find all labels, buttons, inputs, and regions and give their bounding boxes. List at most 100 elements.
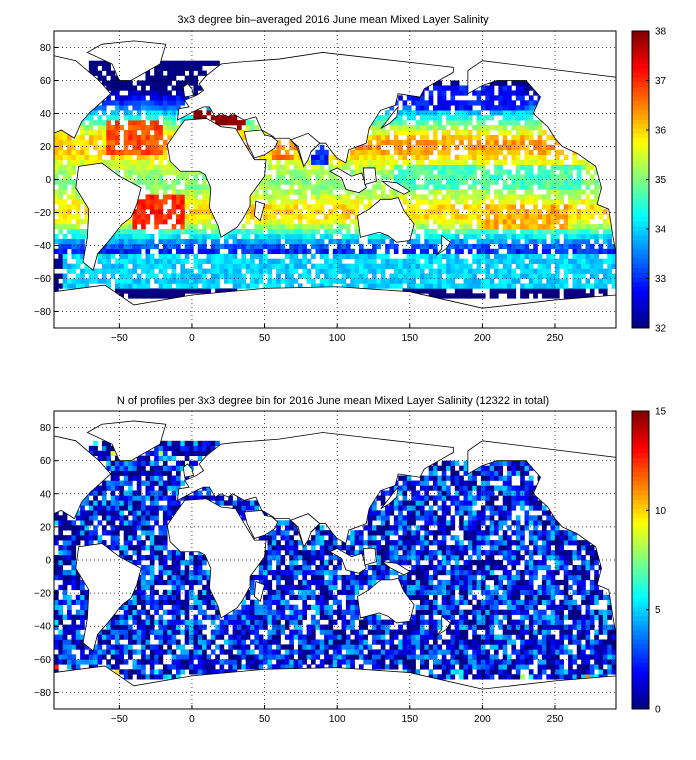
heatmap-cell (197, 495, 203, 501)
heatmap-cell (476, 189, 482, 195)
heatmap-cell (446, 209, 451, 215)
heatmap-cell (289, 189, 294, 195)
heatmap-cell (149, 169, 155, 175)
heatmap-cell (302, 224, 307, 230)
heatmap-cell (58, 550, 64, 556)
heatmap-cell (206, 194, 212, 200)
heatmap-cell (520, 100, 525, 106)
heatmap-cell (210, 619, 216, 625)
heatmap-cell (236, 644, 242, 650)
colorbar-swatch (632, 151, 649, 157)
heatmap-cell (171, 125, 177, 131)
heatmap-cell (528, 164, 534, 170)
heatmap-cell (206, 214, 212, 220)
heatmap-cell (106, 639, 111, 645)
heatmap-cell (594, 233, 599, 240)
heatmap-cell (415, 273, 421, 279)
heatmap-cell (319, 219, 325, 225)
heatmap-cell (123, 550, 129, 556)
heatmap-cell (541, 293, 547, 299)
heatmap-cell (263, 510, 268, 516)
heatmap-cell (154, 65, 159, 71)
heatmap-cell (171, 60, 177, 66)
coastline (380, 105, 399, 129)
heatmap-cell (280, 258, 286, 264)
heatmap-cell (149, 664, 155, 670)
heatmap-cell (537, 288, 543, 294)
heatmap-cell (428, 179, 434, 185)
heatmap-cell (415, 263, 421, 269)
heatmap-cell (258, 253, 264, 259)
heatmap-cell (276, 530, 281, 536)
heatmap-cell (311, 555, 316, 561)
heatmap-cell (97, 253, 103, 259)
heatmap-cell (424, 85, 429, 91)
heatmap-cell (507, 184, 512, 190)
heatmap-cell (141, 520, 146, 526)
heatmap-cell (485, 85, 490, 91)
heatmap-cell (114, 105, 120, 111)
heatmap-cell (520, 204, 525, 210)
heatmap-cell (380, 194, 386, 200)
heatmap-cell (245, 144, 251, 151)
heatmap-cell (228, 634, 233, 640)
heatmap-cell (306, 169, 312, 175)
heatmap-cell (276, 649, 281, 655)
heatmap-cell (88, 515, 94, 521)
heatmap-cell (197, 599, 203, 605)
heatmap-cell (197, 204, 203, 210)
heatmap-cell (337, 159, 342, 165)
heatmap-cell (428, 95, 434, 101)
heatmap-cell (485, 243, 490, 250)
heatmap-cell (193, 229, 199, 235)
heatmap-cell (106, 159, 111, 165)
heatmap-cell (297, 209, 303, 215)
heatmap-cell (450, 125, 456, 131)
heatmap-cell (450, 224, 456, 230)
heatmap-cell (206, 659, 212, 665)
heatmap-cell (97, 644, 103, 650)
heatmap-cell (58, 154, 64, 160)
heatmap-cell (110, 520, 116, 526)
heatmap-cell (80, 219, 85, 225)
heatmap-cell (555, 139, 560, 146)
heatmap-cell (145, 654, 151, 660)
heatmap-cell (158, 619, 164, 625)
heatmap-cell (276, 634, 281, 640)
heatmap-cell (162, 649, 168, 655)
heatmap-cell (354, 159, 360, 165)
heatmap-cell (297, 219, 303, 225)
heatmap-cell (167, 609, 172, 615)
heatmap-cell (581, 258, 586, 264)
heatmap-cell (358, 199, 364, 205)
heatmap-cell (141, 569, 146, 576)
heatmap-cell (393, 164, 399, 170)
heatmap-cell (315, 644, 321, 650)
heatmap-cell (537, 268, 543, 274)
heatmap-cell (175, 669, 181, 675)
heatmap-cell (424, 233, 429, 240)
heatmap-cell (180, 445, 185, 452)
heatmap-cell (219, 288, 225, 294)
heatmap-cell (415, 219, 421, 225)
heatmap-cell (154, 669, 159, 675)
heatmap-cell (463, 273, 469, 279)
heatmap-cell (380, 154, 386, 160)
heatmap-cell (136, 90, 142, 96)
heatmap-cell (193, 614, 199, 620)
heatmap-cell (284, 159, 290, 165)
heatmap-cell (149, 288, 155, 294)
heatmap-cell (280, 229, 286, 235)
heatmap-cell (476, 229, 482, 235)
heatmap-cell (576, 169, 582, 175)
heatmap-cell (228, 649, 233, 655)
heatmap-cell (271, 204, 277, 210)
heatmap-cell (415, 130, 421, 136)
heatmap-cell (241, 664, 246, 670)
heatmap-cell (406, 105, 412, 111)
heatmap-cell (354, 238, 360, 245)
heatmap-cell (197, 634, 203, 640)
heatmap-cell (189, 219, 194, 225)
heatmap-cell (324, 248, 329, 255)
